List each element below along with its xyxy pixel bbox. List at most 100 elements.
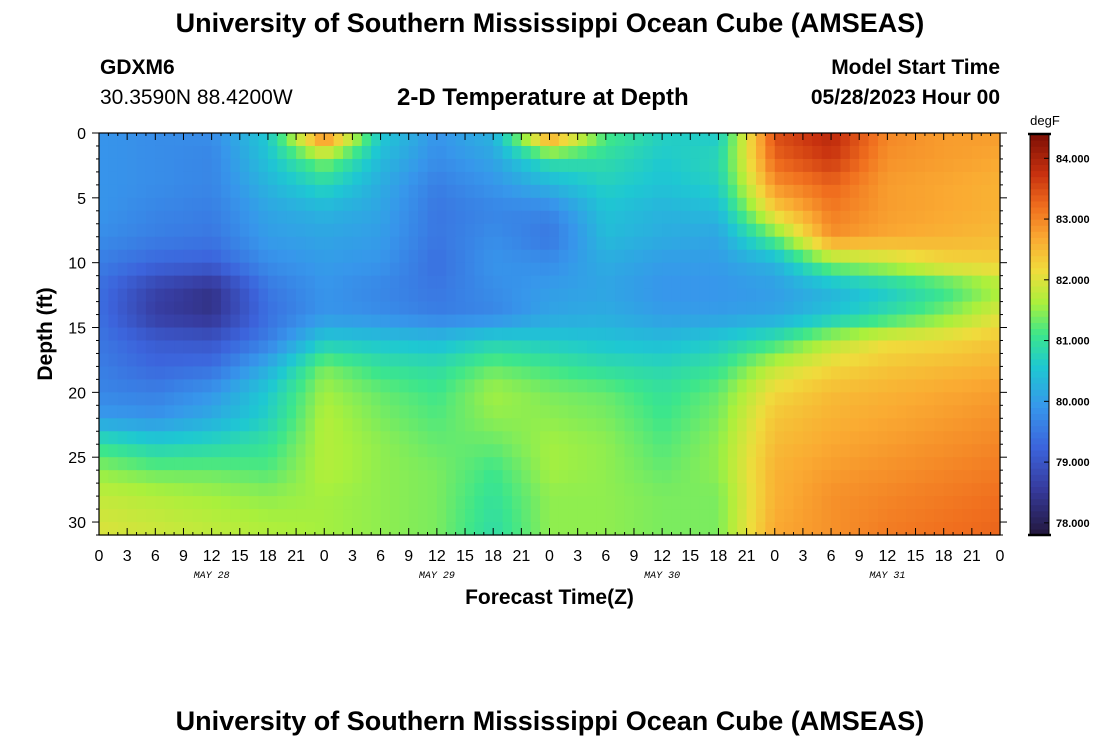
heatmap-cell xyxy=(145,483,156,497)
heatmap-cell xyxy=(849,133,860,147)
heatmap-cell xyxy=(145,392,156,406)
heatmap-cell xyxy=(746,379,757,393)
heatmap-cell xyxy=(399,301,410,316)
heatmap-cell xyxy=(418,301,429,316)
heatmap-cell xyxy=(314,366,325,380)
heatmap-cell xyxy=(549,340,560,355)
heatmap-cell xyxy=(371,171,382,186)
heatmap-cell xyxy=(868,392,879,406)
colorbar-segment xyxy=(1030,456,1049,463)
heatmap-cell xyxy=(699,353,710,368)
heatmap-cell xyxy=(943,392,954,406)
heatmap-cell xyxy=(521,236,532,251)
heatmap-cell xyxy=(755,418,766,432)
heatmap-cell xyxy=(267,145,278,160)
heatmap-cell xyxy=(981,301,992,316)
heatmap-cell xyxy=(192,457,203,471)
heatmap-cell xyxy=(915,158,926,173)
heatmap-cell xyxy=(399,366,410,380)
heatmap-cell xyxy=(849,301,860,316)
heatmap-cell xyxy=(239,457,250,471)
heatmap-cell xyxy=(408,145,419,160)
heatmap-cell xyxy=(652,379,663,393)
heatmap-cell xyxy=(521,158,532,173)
heatmap-cell xyxy=(549,223,560,238)
heatmap-cell xyxy=(990,275,1001,290)
heatmap-cell xyxy=(408,314,419,329)
heatmap-cell xyxy=(990,210,1001,225)
heatmap-cell xyxy=(727,444,738,458)
heatmap-cell xyxy=(727,457,738,471)
heatmap-cell xyxy=(615,431,626,445)
heatmap-cell xyxy=(502,158,513,173)
heatmap-cell xyxy=(774,366,785,380)
heatmap-cell xyxy=(587,340,598,355)
heatmap-cell xyxy=(652,470,663,484)
heatmap-cell xyxy=(896,496,907,510)
heatmap-cell xyxy=(699,340,710,355)
heatmap-cell xyxy=(436,379,447,393)
heatmap-cell xyxy=(943,223,954,238)
heatmap-cell xyxy=(577,262,588,277)
heatmap-cell xyxy=(258,288,269,303)
heatmap-cell xyxy=(943,171,954,186)
heatmap-cell xyxy=(624,210,635,225)
heatmap-cell xyxy=(906,249,917,264)
heatmap-cell xyxy=(333,288,344,303)
heatmap-cell xyxy=(474,496,485,510)
heatmap-cell xyxy=(605,262,616,277)
heatmap-cell xyxy=(493,249,504,264)
heatmap-cell xyxy=(765,392,776,406)
heatmap-cell xyxy=(474,223,485,238)
heatmap-cell xyxy=(934,340,945,355)
heatmap-cell xyxy=(249,366,260,380)
heatmap-cell xyxy=(643,314,654,329)
heatmap-cell xyxy=(643,509,654,523)
heatmap-cell xyxy=(596,262,607,277)
heatmap-cell xyxy=(540,379,551,393)
heatmap-cell xyxy=(934,171,945,186)
heatmap-cell xyxy=(202,210,213,225)
heatmap-cell xyxy=(371,353,382,368)
heatmap-cell xyxy=(455,483,466,497)
heatmap-cell xyxy=(587,275,598,290)
heatmap-cell xyxy=(662,158,673,173)
colorbar-segment xyxy=(1030,370,1049,378)
heatmap-cell xyxy=(202,171,213,186)
heatmap-cell xyxy=(502,171,513,186)
heatmap-cell xyxy=(906,301,917,316)
heatmap-cell xyxy=(530,418,541,432)
heatmap-cell xyxy=(277,340,288,355)
heatmap-cell xyxy=(784,288,795,303)
heatmap-cell xyxy=(371,366,382,380)
heatmap-cell xyxy=(117,236,128,251)
heatmap-cell xyxy=(380,379,391,393)
heatmap-cell xyxy=(924,197,935,212)
heatmap-cell xyxy=(934,522,945,536)
heatmap-cell xyxy=(746,509,757,523)
heatmap-cell xyxy=(389,509,400,523)
heatmap-cell xyxy=(361,405,372,419)
heatmap-cell xyxy=(718,133,729,147)
heatmap-cell xyxy=(493,392,504,406)
heatmap-cell xyxy=(615,457,626,471)
heatmap-cell xyxy=(192,236,203,251)
heatmap-cell xyxy=(737,392,748,406)
heatmap-cell xyxy=(924,418,935,432)
heatmap-cell xyxy=(690,275,701,290)
heatmap-cell xyxy=(953,444,964,458)
heatmap-cell xyxy=(493,210,504,225)
heatmap-cell xyxy=(849,392,860,406)
heatmap-cell xyxy=(324,470,335,484)
heatmap-cell xyxy=(249,470,260,484)
heatmap-cell xyxy=(343,133,354,147)
heatmap-cell xyxy=(258,236,269,251)
heatmap-cell xyxy=(633,457,644,471)
heatmap-cell xyxy=(868,262,879,277)
heatmap-cell xyxy=(680,405,691,419)
heatmap-cell xyxy=(680,509,691,523)
heatmap-cell xyxy=(849,223,860,238)
heatmap-cell xyxy=(877,236,888,251)
heatmap-cell xyxy=(587,236,598,251)
heatmap-cell xyxy=(521,379,532,393)
